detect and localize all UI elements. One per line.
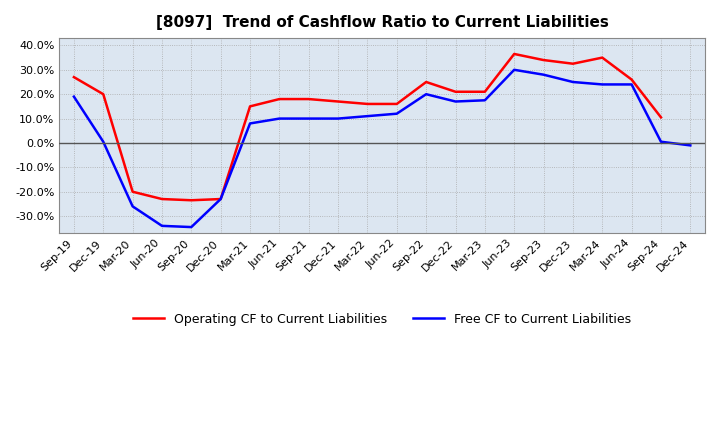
Line: Free CF to Current Liabilities: Free CF to Current Liabilities xyxy=(74,70,690,227)
Operating CF to Current Liabilities xyxy=(275,96,284,102)
Free CF to Current Liabilities xyxy=(480,98,489,103)
Title: [8097]  Trend of Cashflow Ratio to Current Liabilities: [8097] Trend of Cashflow Ratio to Curren… xyxy=(156,15,608,30)
Operating CF to Current Liabilities xyxy=(392,101,401,106)
Free CF to Current Liabilities xyxy=(686,143,695,148)
Free CF to Current Liabilities xyxy=(99,139,107,144)
Legend: Operating CF to Current Liabilities, Free CF to Current Liabilities: Operating CF to Current Liabilities, Fre… xyxy=(128,308,636,331)
Operating CF to Current Liabilities xyxy=(158,196,166,202)
Operating CF to Current Liabilities xyxy=(627,77,636,82)
Operating CF to Current Liabilities xyxy=(70,74,78,80)
Free CF to Current Liabilities xyxy=(510,67,518,73)
Operating CF to Current Liabilities xyxy=(334,99,343,104)
Free CF to Current Liabilities xyxy=(363,114,372,119)
Free CF to Current Liabilities xyxy=(275,116,284,121)
Operating CF to Current Liabilities xyxy=(422,79,431,84)
Operating CF to Current Liabilities xyxy=(128,189,137,194)
Free CF to Current Liabilities xyxy=(422,92,431,97)
Free CF to Current Liabilities xyxy=(569,79,577,84)
Operating CF to Current Liabilities xyxy=(216,196,225,202)
Free CF to Current Liabilities xyxy=(216,196,225,202)
Operating CF to Current Liabilities xyxy=(657,115,665,120)
Free CF to Current Liabilities xyxy=(70,94,78,99)
Operating CF to Current Liabilities xyxy=(598,55,606,60)
Free CF to Current Liabilities xyxy=(128,204,137,209)
Free CF to Current Liabilities xyxy=(627,82,636,87)
Operating CF to Current Liabilities xyxy=(363,101,372,106)
Line: Operating CF to Current Liabilities: Operating CF to Current Liabilities xyxy=(74,54,661,200)
Operating CF to Current Liabilities xyxy=(569,61,577,66)
Free CF to Current Liabilities xyxy=(657,139,665,144)
Free CF to Current Liabilities xyxy=(305,116,313,121)
Operating CF to Current Liabilities xyxy=(99,92,107,97)
Free CF to Current Liabilities xyxy=(598,82,606,87)
Operating CF to Current Liabilities xyxy=(480,89,489,95)
Operating CF to Current Liabilities xyxy=(451,89,460,95)
Free CF to Current Liabilities xyxy=(246,121,254,126)
Operating CF to Current Liabilities xyxy=(187,198,196,203)
Operating CF to Current Liabilities xyxy=(246,104,254,109)
Operating CF to Current Liabilities xyxy=(305,96,313,102)
Operating CF to Current Liabilities xyxy=(510,51,518,57)
Free CF to Current Liabilities xyxy=(539,72,548,77)
Free CF to Current Liabilities xyxy=(392,111,401,116)
Free CF to Current Liabilities xyxy=(187,224,196,230)
Free CF to Current Liabilities xyxy=(158,223,166,228)
Operating CF to Current Liabilities xyxy=(539,57,548,62)
Free CF to Current Liabilities xyxy=(451,99,460,104)
Free CF to Current Liabilities xyxy=(334,116,343,121)
